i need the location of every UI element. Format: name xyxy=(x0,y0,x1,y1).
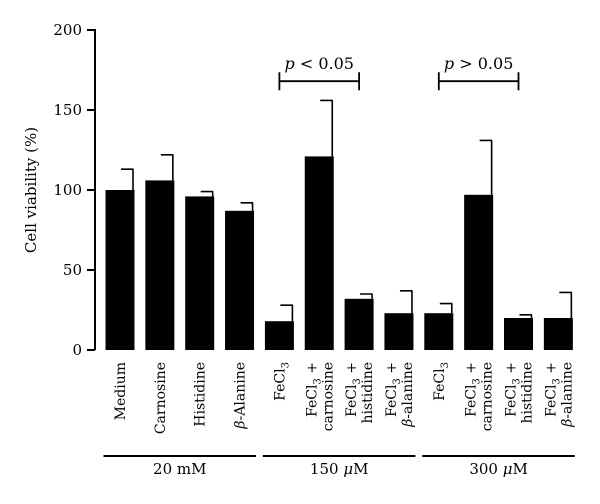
error-bar xyxy=(320,99,334,157)
error-bar xyxy=(160,154,174,181)
category-label: FeCl3 + xyxy=(344,362,363,417)
y-tick-label: 0 xyxy=(72,341,82,359)
category-label: carnosine xyxy=(320,362,336,431)
error-bar xyxy=(439,302,453,314)
error-bar xyxy=(280,304,294,322)
category-label: FeCl3 + xyxy=(384,362,403,417)
bar xyxy=(424,313,454,350)
category-label: histidine xyxy=(520,362,536,424)
bar xyxy=(304,156,334,350)
y-tick-label: 150 xyxy=(53,101,82,119)
error-bar xyxy=(519,314,533,318)
category-label: histidine xyxy=(360,362,376,424)
category-label: Medium xyxy=(113,362,129,420)
significance-bracket xyxy=(437,72,520,91)
error-bar xyxy=(240,202,254,211)
significance-brackets: p < 0.05 p > 0.05 xyxy=(278,54,520,91)
category-label: FeCl3 + xyxy=(464,362,483,417)
category-label: FeCl3 xyxy=(432,362,451,401)
group-label: 300 μM xyxy=(469,460,528,478)
category-label: Histidine xyxy=(193,362,209,427)
significance-bracket xyxy=(278,72,360,91)
group-label: 150 μM xyxy=(310,460,369,478)
group-labels: 20 mM 150 μM 300 μM xyxy=(103,455,575,478)
bar xyxy=(185,196,215,350)
error-bar xyxy=(121,168,134,190)
category-label: FeCl3 + xyxy=(304,362,323,417)
y-tick-label: 100 xyxy=(53,181,82,199)
category-labels: Medium Carnosine Histidine β-Alanine FeCl3 Fe… xyxy=(113,362,575,434)
bar xyxy=(145,180,175,350)
bar xyxy=(504,318,533,350)
y-tick-label: 200 xyxy=(53,21,82,39)
y-axis: 0 50 100 150 200 xyxy=(53,21,96,359)
category-label: FeCl3 + xyxy=(504,362,523,417)
category-label: β-alanine xyxy=(400,362,416,428)
error-bar xyxy=(360,293,373,299)
bar xyxy=(464,194,494,350)
y-tick-label: 50 xyxy=(63,261,82,279)
bar xyxy=(543,318,573,350)
bar xyxy=(384,313,414,350)
category-label: β-alanine xyxy=(559,362,575,428)
error-bar xyxy=(200,190,214,197)
error-bar xyxy=(399,290,413,314)
group-label: 20 mM xyxy=(153,460,206,478)
error-bars xyxy=(121,99,573,322)
bar xyxy=(105,190,135,350)
category-label: carnosine xyxy=(480,362,496,431)
category-label: FeCl3 xyxy=(272,362,291,401)
error-bar xyxy=(479,139,493,195)
error-bar xyxy=(559,291,573,318)
category-label: FeCl3 + xyxy=(543,362,562,417)
significance-label: p > 0.05 xyxy=(444,54,513,73)
y-axis-label: Cell viability (%) xyxy=(22,127,40,253)
bar xyxy=(264,321,294,350)
significance-label: p < 0.05 xyxy=(285,54,354,73)
bar xyxy=(225,210,255,350)
bars xyxy=(105,156,573,350)
category-label: Carnosine xyxy=(153,362,169,434)
bar xyxy=(344,298,374,350)
category-label: β-Alanine xyxy=(233,362,249,430)
